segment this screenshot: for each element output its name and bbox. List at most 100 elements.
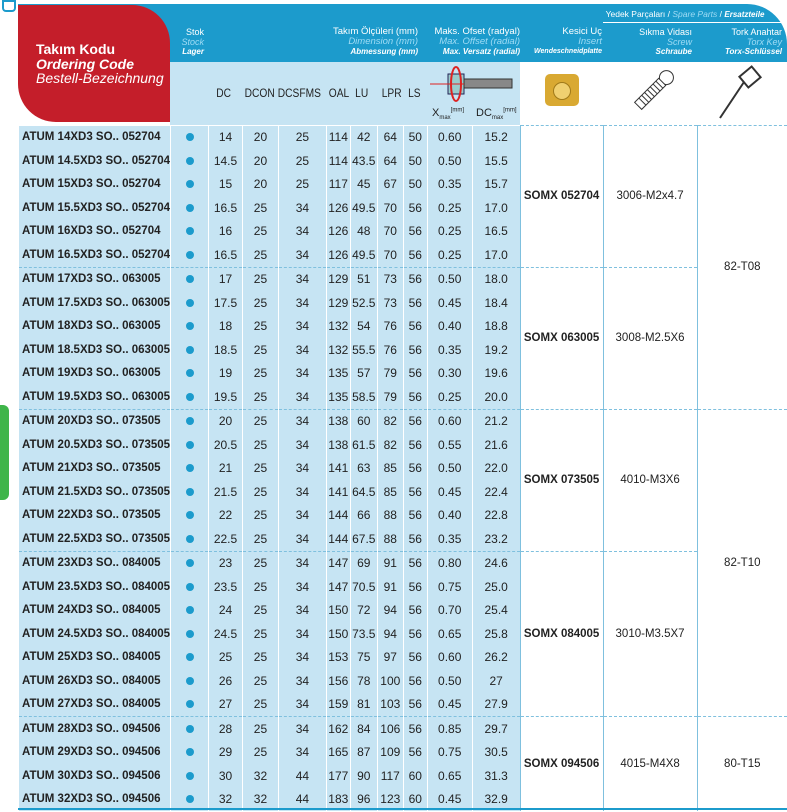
dc-cell: 16.5 [208, 196, 243, 220]
lu-cell: 52.5 [349, 291, 378, 315]
xmax-cell: 0.65 [426, 622, 473, 646]
code-de: Bestell-Bezeichnung [36, 70, 164, 86]
oal-cell: 126 [325, 243, 351, 267]
offset-de: Max. Versatz (radial) [442, 47, 520, 56]
screw-header: Sıkma Vidası Screw Schraube [603, 27, 692, 57]
xmax-cell: 0.35 [426, 172, 473, 196]
stock-indicator [170, 456, 209, 480]
in-stock-dot-icon [185, 629, 194, 638]
dcsfms-cell: 25 [277, 125, 327, 149]
insert-cell: SOMX 084005 [519, 550, 604, 717]
dcon-cell: 20 [241, 172, 279, 196]
xmax-cell: 0.25 [426, 385, 473, 409]
stock-indicator [170, 575, 209, 599]
dcmax-cell: 16.5 [471, 219, 521, 243]
col-lpr: LPR [381, 86, 402, 100]
dcmax-cell: 31.3 [471, 764, 521, 788]
in-stock-dot-icon [185, 771, 194, 780]
dcon-cell: 25 [241, 338, 279, 362]
lu-cell: 48 [349, 219, 378, 243]
dc-cell: 23 [208, 550, 243, 575]
xmax-cell: 0.45 [426, 480, 473, 504]
lu-cell: 75 [349, 645, 378, 669]
ordering-code: ATUM 17XD3 SO.. 063005 [17, 266, 171, 291]
dc-cell: 22 [208, 503, 243, 527]
table-row: ATUM 16XD3 SO.. 052704 16 25 34 126 48 70 56 0.2… [17, 219, 787, 243]
lpr-cell: 109 [376, 740, 404, 764]
spare-tr: Yedek Parçaları [605, 9, 666, 19]
dcmax-label: DCmax[mm] [476, 107, 517, 122]
oal-cell: 159 [325, 692, 351, 717]
dcmax-cell: 27.9 [471, 692, 521, 717]
stock-indicator [170, 598, 209, 622]
lu-cell: 58.5 [349, 385, 378, 409]
lpr-cell: 76 [376, 314, 404, 338]
torx-key-cell: 82-T10 [696, 408, 787, 717]
code-en: Ordering Code [36, 56, 135, 72]
table-row: ATUM 19XD3 SO.. 063005 19 25 34 135 57 79 56 0.3… [17, 361, 787, 385]
dcmax-cell: 19.6 [471, 361, 521, 385]
stock-indicator [170, 527, 209, 551]
dcmax-cell: 18.0 [471, 266, 521, 291]
stock-indicator [170, 716, 209, 741]
screw-cell: 4010-M3X6 [602, 408, 698, 551]
dc-cell: 16 [208, 219, 243, 243]
ls-cell: 56 [402, 598, 428, 622]
stock-indicator [170, 550, 209, 575]
xmax-cell: 0.25 [426, 243, 473, 267]
ls-cell: 56 [402, 408, 428, 433]
dcmax-cell: 27 [471, 669, 521, 693]
torx-key-image-icon [719, 65, 763, 119]
in-stock-dot-icon [185, 133, 194, 142]
xmax-cell: 0.50 [426, 456, 473, 480]
in-stock-dot-icon [185, 345, 194, 354]
screw-cell: 3008-M2.5X6 [602, 266, 698, 409]
in-stock-dot-icon [185, 582, 194, 591]
oal-cell: 147 [325, 550, 351, 575]
ls-cell: 56 [402, 550, 428, 575]
dcsfms-cell: 34 [277, 575, 327, 599]
lpr-cell: 82 [376, 408, 404, 433]
ordering-code: ATUM 25XD3 SO.. 084005 [17, 645, 171, 669]
table-row: ATUM 24.5XD3 SO.. 084005 24.5 25 34 150 73.5 9… [17, 622, 787, 646]
stock-indicator [170, 740, 209, 764]
table-row: ATUM 14.5XD3 SO.. 052704 14.5 20 25 114 43.5 6… [17, 149, 787, 173]
insert-cell: SOMX 063005 [519, 266, 604, 409]
ordering-code: ATUM 24XD3 SO.. 084005 [17, 598, 171, 622]
lu-cell: 78 [349, 669, 378, 693]
oal-cell: 162 [325, 716, 351, 741]
in-stock-dot-icon [185, 203, 194, 212]
stock-indicator [170, 172, 209, 196]
dcsfms-cell: 34 [277, 196, 327, 220]
oal-cell: 132 [325, 314, 351, 338]
dcsfms-cell: 44 [277, 787, 327, 811]
lpr-cell: 70 [376, 219, 404, 243]
lpr-cell: 100 [376, 669, 404, 693]
stock-indicator [170, 480, 209, 504]
dcmax-cell: 25.0 [471, 575, 521, 599]
ls-cell: 60 [402, 787, 428, 811]
ls-cell: 50 [402, 172, 428, 196]
ordering-code: ATUM 26XD3 SO.. 084005 [17, 669, 171, 693]
dcon-cell: 25 [241, 575, 279, 599]
lu-cell: 90 [349, 764, 378, 788]
in-stock-dot-icon [185, 464, 194, 473]
in-stock-dot-icon [185, 606, 194, 615]
table-row: ATUM 22.5XD3 SO.. 073505 22.5 25 34 144 67.5 8… [17, 527, 787, 551]
xmax-cell: 0.60 [426, 125, 473, 149]
ordering-code: ATUM 30XD3 SO.. 094506 [17, 764, 171, 788]
stock-indicator [170, 645, 209, 669]
spare-header: Yedek Parçaları / Spare Parts / Ersatzte… [605, 9, 765, 19]
dcmax-cell: 18.4 [471, 291, 521, 315]
lpr-cell: 123 [376, 787, 404, 811]
insert-image-icon [545, 74, 579, 106]
lpr-cell: 64 [376, 149, 404, 173]
table-row: ATUM 32XD3 SO.. 094506 32 32 44 183 96 123 60 0.… [17, 787, 787, 811]
stock-indicator [170, 408, 209, 433]
lpr-cell: 85 [376, 480, 404, 504]
lu-cell: 66 [349, 503, 378, 527]
stock-indicator [170, 385, 209, 409]
ordering-code-header: Takım Kodu Ordering Code Bestell-Bezeichnu… [18, 5, 170, 122]
dcmax-cell: 32.9 [471, 787, 521, 811]
dcon-cell: 25 [241, 480, 279, 504]
